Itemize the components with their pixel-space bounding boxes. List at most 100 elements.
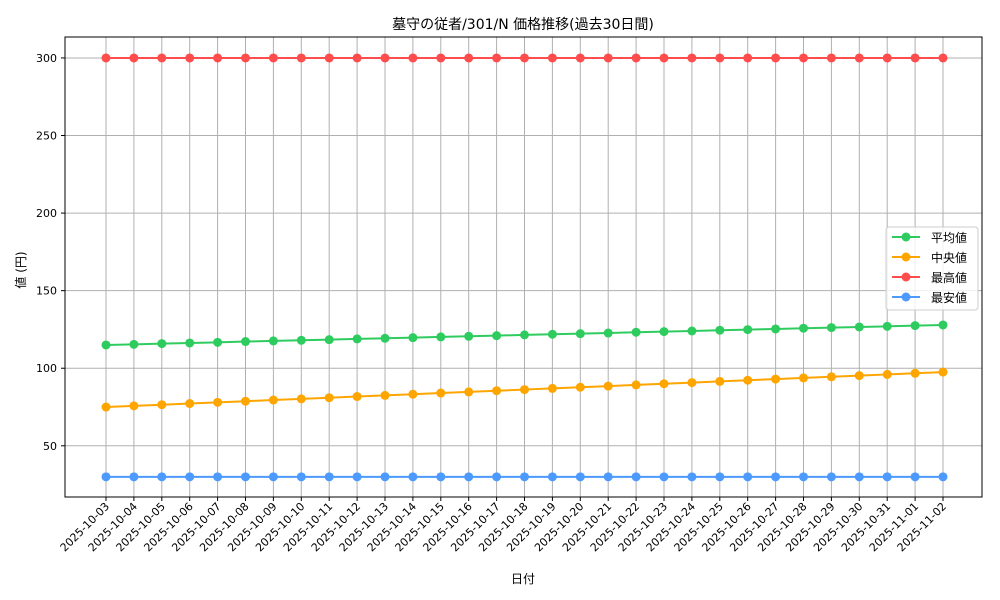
- series-0-point: [799, 323, 808, 333]
- series-2-point: [296, 53, 306, 63]
- series-0-point: [854, 322, 864, 332]
- series-0-point: [743, 325, 753, 335]
- y-tick-label: 200: [36, 207, 57, 220]
- series-2-point: [659, 53, 669, 63]
- series-1-point: [910, 368, 920, 378]
- series-0-point: [520, 330, 529, 340]
- series-3-point: [603, 472, 613, 482]
- series-2-point: [464, 53, 474, 63]
- series-3-point: [771, 472, 781, 482]
- series-1-point: [854, 371, 864, 381]
- series-3-point: [324, 472, 334, 482]
- series-1-point: [743, 375, 753, 385]
- series-2-point: [631, 53, 641, 63]
- series-0-point: [687, 326, 697, 336]
- series-0-point: [715, 325, 725, 335]
- plot-frame: [64, 36, 983, 498]
- legend-label: 最高値: [931, 270, 967, 285]
- series-1-point: [492, 386, 502, 396]
- series-1-point: [380, 390, 390, 400]
- series-3-point: [743, 472, 753, 482]
- series-0-point: [659, 327, 669, 337]
- series-0-point: [938, 320, 948, 330]
- series-1-point: [575, 382, 585, 392]
- series-0-point: [268, 336, 278, 346]
- series-3-point: [687, 472, 697, 482]
- series-0-point: [771, 324, 781, 334]
- series-3-point: [547, 472, 557, 482]
- series-0-point: [910, 321, 920, 331]
- series-2-point: [241, 53, 250, 63]
- series-0-point: [826, 323, 836, 333]
- legend-label: 平均値: [931, 230, 967, 245]
- series-1-point: [882, 369, 892, 379]
- series-2-point: [743, 53, 753, 63]
- y-tick-label: 150: [36, 285, 57, 298]
- series-1-point: [659, 379, 669, 389]
- series-0-point: [352, 334, 362, 344]
- series-3-point: [408, 472, 418, 482]
- series-2-point: [826, 53, 836, 63]
- series-3-point: [185, 472, 195, 482]
- series-2-point: [129, 53, 139, 63]
- series-2-point: [408, 53, 418, 63]
- legend-marker: [901, 292, 911, 302]
- series-0-point: [157, 339, 167, 349]
- series-1-point: [268, 395, 278, 405]
- series-3-point: [492, 472, 502, 482]
- series-1-point: [101, 402, 111, 412]
- series-3-point: [129, 472, 139, 482]
- series-2-point: [799, 53, 808, 63]
- series-0-point: [380, 333, 390, 343]
- series-3-point: [436, 472, 446, 482]
- series-1-point: [157, 400, 167, 410]
- series-3-point: [715, 472, 725, 482]
- series-1-point: [547, 383, 557, 393]
- series-2-point: [547, 53, 557, 63]
- y-axis-label: 値 (円): [13, 251, 28, 288]
- legend-marker: [901, 252, 911, 262]
- series-2-point: [687, 53, 697, 63]
- legend-marker: [901, 232, 911, 242]
- series-3-point: [296, 472, 306, 482]
- y-tick-label: 250: [36, 130, 57, 143]
- y-tick-label: 50: [43, 440, 57, 453]
- series-0-point: [464, 331, 474, 341]
- series-1-point: [771, 374, 781, 384]
- series-1-point: [799, 373, 808, 383]
- series-1-point: [213, 397, 223, 407]
- series-1-point: [715, 376, 725, 386]
- series-3-point: [575, 472, 585, 482]
- series-0-point: [324, 335, 334, 345]
- series-2-point: [882, 53, 892, 63]
- chart-title: 墓守の従者/301/N 価格推移(過去30日間): [392, 17, 654, 33]
- series-3-point: [241, 472, 250, 482]
- series-2-point: [213, 53, 223, 63]
- series-3-point: [938, 472, 948, 482]
- series-3-point: [380, 472, 390, 482]
- series-2-point: [380, 53, 390, 63]
- series-0-point: [492, 331, 502, 341]
- series-1-point: [687, 378, 697, 388]
- series-2-point: [101, 53, 111, 63]
- series-0-point: [101, 340, 111, 350]
- series-1-point: [352, 392, 362, 402]
- series-1-point: [436, 388, 446, 398]
- series-2-point: [603, 53, 613, 63]
- series-3-point: [464, 472, 474, 482]
- series-0-point: [129, 339, 139, 349]
- series-0-point: [575, 329, 585, 339]
- series-1-point: [938, 367, 948, 377]
- series-1-point: [826, 372, 836, 382]
- series-2-point: [324, 53, 334, 63]
- series-3-point: [854, 472, 864, 482]
- series-1-point: [129, 401, 139, 411]
- series-3-point: [213, 472, 223, 482]
- series-2-point: [715, 53, 725, 63]
- series-0-point: [296, 335, 306, 345]
- series-3-point: [631, 472, 641, 482]
- series-2-point: [157, 53, 167, 63]
- y-tick-label: 100: [36, 362, 57, 375]
- legend-label: 中央値: [931, 250, 967, 265]
- legend-box: [885, 226, 979, 311]
